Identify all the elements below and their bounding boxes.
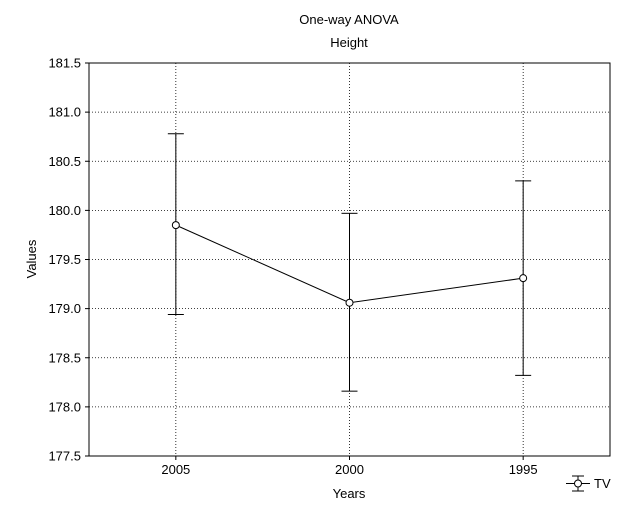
data-point-2000 xyxy=(345,298,354,307)
y-tick-label: 178.5 xyxy=(48,350,81,365)
y-tick-label: 179.0 xyxy=(48,301,81,316)
y-tick-label: 178.0 xyxy=(48,399,81,414)
y-tick-label: 179.5 xyxy=(48,252,81,267)
y-tick-label: 180.5 xyxy=(48,154,81,169)
legend-label-tv: TV xyxy=(594,476,611,491)
chart-title: One-way ANOVA xyxy=(299,12,399,27)
series-tv xyxy=(167,133,532,392)
x-tick-label: 2000 xyxy=(335,462,364,477)
x-tick-label: 2005 xyxy=(161,462,190,477)
legend: TV xyxy=(566,475,611,492)
x-axis-label: Years xyxy=(333,486,366,501)
data-point-2005 xyxy=(171,221,180,230)
y-tick-label: 181.0 xyxy=(48,105,81,120)
y-axis-ticks: 177.5 178.0 178.5 179.0 179.5 180.0 180.5 181.0… xyxy=(48,56,89,464)
legend-marker xyxy=(574,479,582,488)
chart-subtitle: Height xyxy=(330,35,368,50)
y-tick-label: 180.0 xyxy=(48,203,81,218)
y-tick-label: 177.5 xyxy=(48,449,81,464)
x-tick-label: 1995 xyxy=(509,462,538,477)
data-point-1995 xyxy=(519,274,528,283)
x-axis-ticks: 2005 2000 1995 xyxy=(161,456,538,477)
y-axis-label: Values xyxy=(24,239,39,278)
y-tick-label: 181.5 xyxy=(48,56,81,71)
